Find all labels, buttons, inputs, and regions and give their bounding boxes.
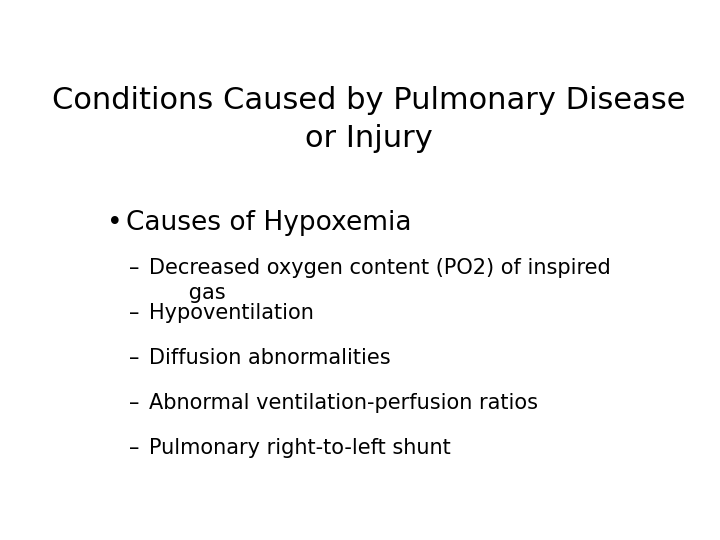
Text: –: – (129, 303, 140, 323)
Text: •: • (107, 210, 122, 237)
Text: Decreased oxygen content (PO2) of inspired
      gas: Decreased oxygen content (PO2) of inspir… (148, 258, 611, 303)
Text: –: – (129, 393, 140, 413)
Text: –: – (129, 258, 140, 278)
Text: Abnormal ventilation-perfusion ratios: Abnormal ventilation-perfusion ratios (148, 393, 538, 413)
Text: Causes of Hypoxemia: Causes of Hypoxemia (126, 210, 412, 237)
Text: Pulmonary right-to-left shunt: Pulmonary right-to-left shunt (148, 438, 450, 458)
Text: –: – (129, 348, 140, 368)
Text: Hypoventilation: Hypoventilation (148, 303, 313, 323)
Text: Conditions Caused by Pulmonary Disease
or Injury: Conditions Caused by Pulmonary Disease o… (53, 85, 685, 153)
Text: –: – (129, 438, 140, 458)
Text: Diffusion abnormalities: Diffusion abnormalities (148, 348, 390, 368)
